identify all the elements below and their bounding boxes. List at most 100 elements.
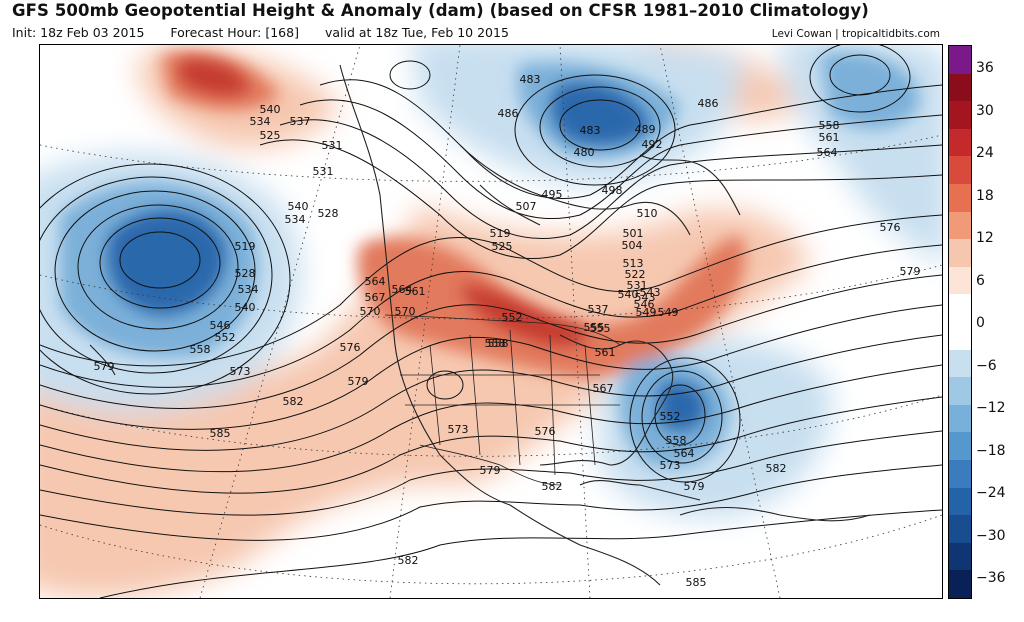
contour-label: 537: [290, 115, 311, 128]
contour-label: 540: [235, 301, 256, 314]
contour-label: 573: [230, 365, 251, 378]
colorbar-segment: [949, 73, 971, 102]
contour-label: 552: [502, 311, 523, 324]
colorbar-segment: [949, 570, 971, 599]
contour-label: 549: [636, 306, 657, 319]
contour-label: 582: [283, 395, 304, 408]
contour-label: 561: [595, 346, 616, 359]
colorbar-segment: [949, 211, 971, 240]
contour-label: 537: [588, 303, 609, 316]
contour-label: 564: [392, 283, 413, 296]
contour-label: 531: [627, 279, 648, 292]
contour-label: 522: [625, 268, 646, 281]
contour-label: 585: [686, 576, 707, 589]
contour-label: 558: [488, 337, 509, 350]
valid-time: valid at 18z Tue, Feb 10 2015: [324, 25, 509, 40]
colorbar-tick-label: 6: [976, 272, 985, 289]
contour-label: 585: [210, 427, 231, 440]
contour-label: 519: [235, 240, 256, 253]
colorbar-segment: [949, 239, 971, 268]
map-title: GFS 500mb Geopotential Height & Anomaly …: [12, 1, 869, 20]
colorbar-tick-label: 18: [976, 187, 994, 204]
colorbar-tick-label: 36: [976, 60, 994, 76]
graticule: [40, 45, 942, 598]
contour-label: 564: [674, 447, 695, 460]
contour-label: 519: [490, 227, 511, 240]
contour-label: 576: [340, 341, 361, 354]
contour-label: 558: [190, 343, 211, 356]
colorbar-segment: [949, 46, 971, 75]
contour-label: 558: [819, 119, 840, 132]
contour-label: 561: [819, 131, 840, 144]
colorbar-tick-label: 24: [976, 145, 994, 161]
contour-label: 549: [658, 306, 679, 319]
contour-label: 483: [580, 124, 601, 137]
contour-label: 576: [880, 221, 901, 234]
init-time: Init: 18z Feb 03 2015: [12, 25, 145, 40]
colorbar-segment: [949, 515, 971, 544]
contour-label: 555: [590, 322, 611, 335]
colorbar-segment: [949, 487, 971, 516]
contour-label: 540: [618, 288, 639, 301]
colorbar-segment: [949, 460, 971, 489]
contour-label: 546: [634, 298, 655, 311]
colorbar-segment: [949, 184, 971, 213]
contour-label: 543: [640, 286, 661, 299]
contour-label: 570: [360, 305, 381, 318]
colorbar-tick-label: −36: [976, 570, 1006, 586]
contour-label: 579: [480, 464, 501, 477]
contour-label: 507: [516, 200, 537, 213]
colorbar-tick-label: −24: [976, 485, 1006, 501]
contour-label: 510: [637, 207, 658, 220]
colorbar-tick-label: −12: [976, 400, 1006, 416]
colorbar-tick-label: −6: [976, 357, 997, 374]
contour-label: 573: [448, 423, 469, 436]
contour-label: 579: [900, 265, 921, 278]
colorbar-segment: [949, 322, 971, 351]
contour-label: 543: [635, 291, 656, 304]
contour-label: 579: [94, 360, 115, 373]
map-panel: 540 534 525 537 531 519 528 534 540 546 552 558 579 5…: [39, 44, 943, 599]
colorbar-segment: [949, 404, 971, 433]
contour-label: 540: [260, 103, 281, 116]
colorbar-segment: [949, 101, 971, 130]
contour-label: 570: [395, 305, 416, 318]
contour-label: 531: [322, 139, 343, 152]
contour-label: 573: [660, 459, 681, 472]
colorbar-segment: [949, 266, 971, 295]
coastlines: [89, 64, 871, 586]
anomaly-shading: [40, 45, 942, 598]
contour-label: 540: [288, 200, 309, 213]
contour-label: 579: [348, 375, 369, 388]
contour-label: 582: [398, 554, 419, 567]
contour-label: 564: [817, 146, 838, 159]
colorbar-tick-label: −30: [976, 527, 1006, 544]
contour-label: 525: [260, 129, 281, 142]
contour-label: 558: [485, 337, 506, 350]
contour-label: 582: [542, 480, 563, 493]
contour-label: 486: [698, 97, 719, 110]
contour-label: 528: [235, 267, 256, 280]
colorbar-segment: [949, 294, 971, 323]
country-borders: [384, 314, 621, 486]
anomaly-colorbar: [948, 45, 972, 599]
contour-label: 582: [766, 462, 787, 475]
map-subtitle: Init: 18z Feb 03 2015 Forecast Hour: [16…: [12, 25, 531, 40]
colorbar-segment: [949, 377, 971, 406]
contour-label: 501: [623, 227, 644, 240]
contour-label: 492: [642, 138, 663, 151]
colorbar-segment: [949, 156, 971, 185]
contour-label: 525: [492, 240, 513, 253]
colorbar-tick-label: 12: [976, 230, 994, 246]
colorbar-segment: [949, 432, 971, 461]
contour-label: 495: [542, 188, 563, 201]
contour-label: 534: [285, 213, 306, 226]
contour-label: 546: [210, 319, 231, 332]
contour-label: 576: [535, 425, 556, 438]
contour-label: 504: [622, 239, 643, 252]
forecast-hour: Forecast Hour: [168]: [170, 25, 299, 40]
contour-label: 579: [684, 480, 705, 493]
contour-label: 552: [660, 410, 681, 423]
contour-label: 531: [313, 165, 334, 178]
